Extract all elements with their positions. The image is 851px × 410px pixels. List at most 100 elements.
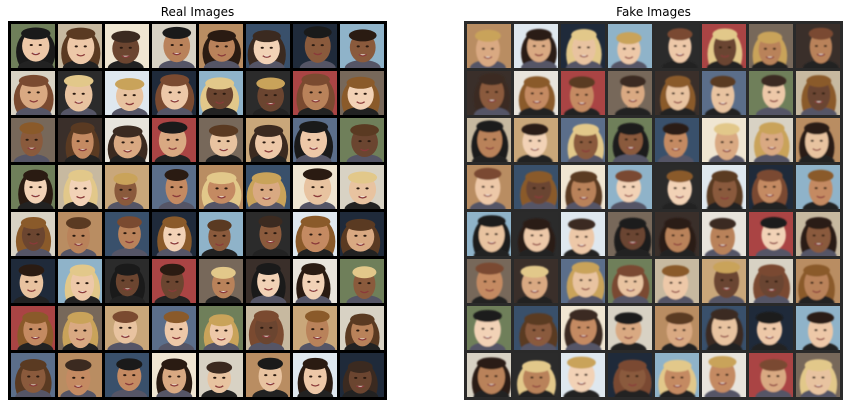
real-face-image [152,118,196,162]
fake-face-image [702,259,746,303]
fake-face-image [702,212,746,256]
real-face-image [199,353,243,397]
fake-face-image [749,306,793,350]
fake-face-image [608,24,652,68]
real-face-image [340,71,384,115]
fake-face-image [655,212,699,256]
real-face-image [293,306,337,350]
fake-images-title: Fake Images [616,5,691,19]
real-face-image [105,24,149,68]
fake-face-image [749,24,793,68]
fake-face-image [467,24,511,68]
fake-face-image [749,165,793,209]
fake-face-image [702,353,746,397]
fake-face-image [514,118,558,162]
fake-face-image [796,306,840,350]
real-face-image [246,165,290,209]
real-face-image [11,24,55,68]
real-face-image [340,353,384,397]
real-face-image [58,306,102,350]
fake-face-image [608,259,652,303]
real-face-image [246,71,290,115]
fake-face-image [702,71,746,115]
fake-face-image [467,353,511,397]
fake-face-image [796,353,840,397]
fake-face-image [702,165,746,209]
real-face-image [152,353,196,397]
fake-face-image [608,118,652,162]
fake-face-image [796,24,840,68]
real-face-image [58,212,102,256]
real-face-image [105,212,149,256]
fake-face-image [655,71,699,115]
fake-face-image [608,306,652,350]
fake-face-image [796,259,840,303]
real-face-image [58,259,102,303]
real-face-image [246,212,290,256]
real-face-image [293,24,337,68]
real-face-image [340,306,384,350]
fake-face-image [796,71,840,115]
real-face-image [246,118,290,162]
real-face-image [11,353,55,397]
real-face-image [199,165,243,209]
fake-face-image [561,24,605,68]
fake-face-image [796,118,840,162]
fake-face-image [467,118,511,162]
fake-face-image [655,24,699,68]
real-face-image [340,212,384,256]
fake-face-image [655,259,699,303]
real-face-image [152,24,196,68]
fake-face-image [749,212,793,256]
fake-face-image [467,306,511,350]
real-face-image [340,259,384,303]
real-face-image [293,212,337,256]
real-face-image [293,353,337,397]
real-face-image [58,165,102,209]
fake-face-image [702,306,746,350]
real-face-image [11,259,55,303]
real-face-image [105,71,149,115]
fake-face-image [514,212,558,256]
fake-face-image [655,306,699,350]
fake-face-image [561,306,605,350]
real-face-image [199,259,243,303]
fake-face-image [749,353,793,397]
real-images-title: Real Images [160,5,235,19]
fake-face-image [655,165,699,209]
real-face-image [11,212,55,256]
fake-face-image [467,259,511,303]
real-face-image [340,24,384,68]
real-face-image [105,259,149,303]
fake-face-image [514,306,558,350]
fake-face-image [561,118,605,162]
fake-face-image [467,71,511,115]
real-face-image [340,165,384,209]
fake-face-image [467,165,511,209]
real-face-image [105,165,149,209]
real-face-image [11,118,55,162]
fake-face-image [749,71,793,115]
real-face-image [11,71,55,115]
real-face-image [293,118,337,162]
real-face-image [246,306,290,350]
real-face-image [199,212,243,256]
real-face-image [340,118,384,162]
fake-face-image [796,165,840,209]
real-face-image [293,259,337,303]
fake-face-image [561,165,605,209]
real-face-image [11,165,55,209]
real-images-grid [8,21,387,400]
fake-images-grid [464,21,843,400]
fake-face-image [561,259,605,303]
fake-face-image [608,212,652,256]
fake-face-image [514,259,558,303]
fake-face-image [514,165,558,209]
fake-face-image [796,212,840,256]
real-face-image [246,259,290,303]
fake-face-image [514,24,558,68]
fake-face-image [561,71,605,115]
real-face-image [11,306,55,350]
real-face-image [58,118,102,162]
real-face-image [293,165,337,209]
